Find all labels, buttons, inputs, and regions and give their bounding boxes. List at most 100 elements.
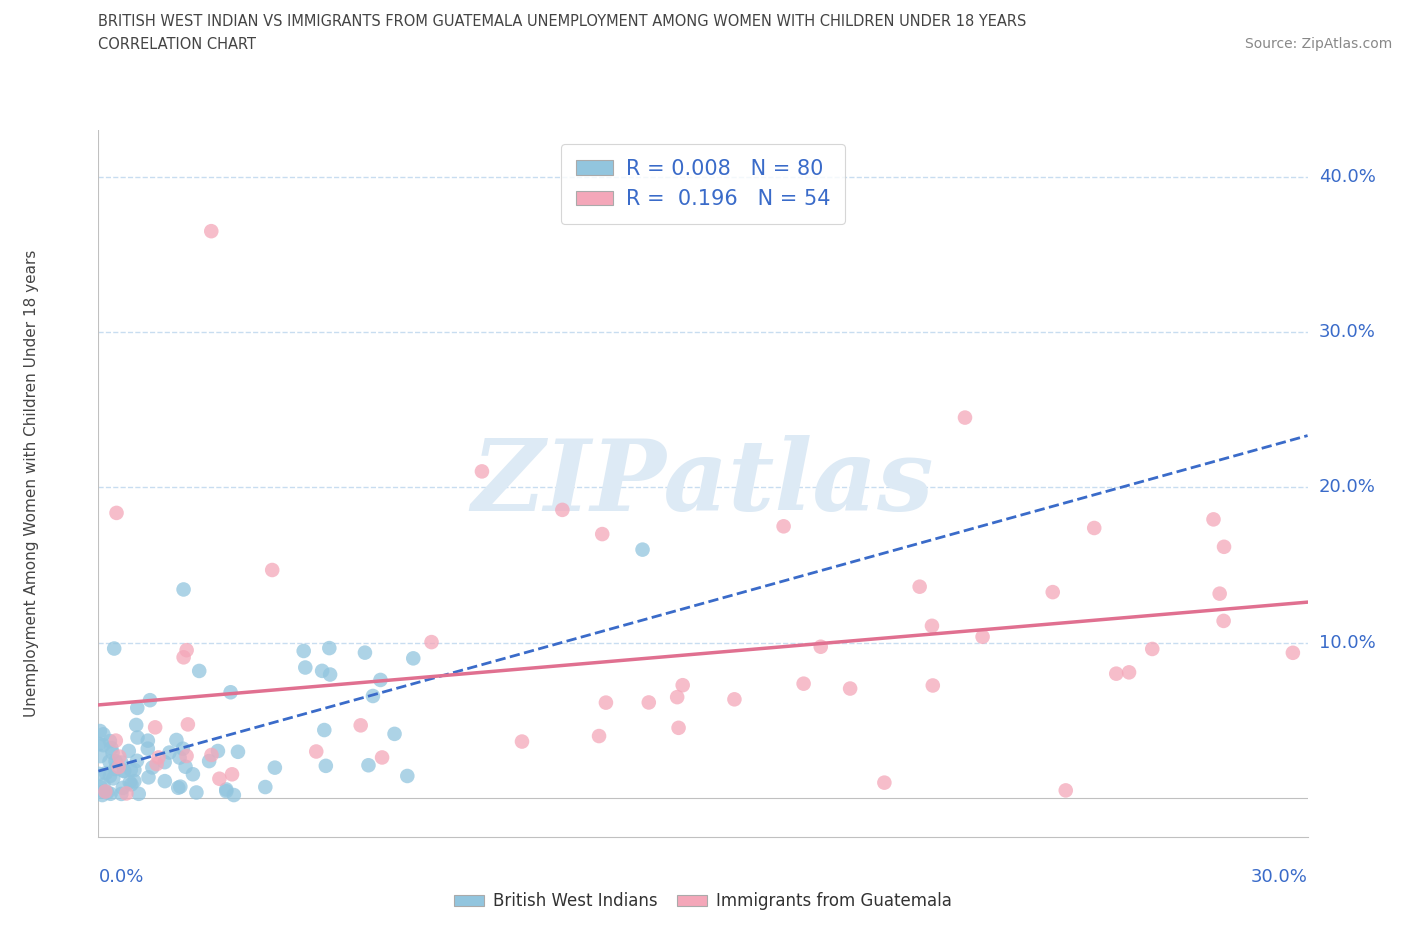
- Point: [176, 643, 198, 658]
- Point: [91, 784, 114, 799]
- Point: [588, 728, 610, 743]
- Point: [90, 780, 112, 795]
- Point: [215, 784, 238, 799]
- Point: [125, 718, 148, 733]
- Point: [94, 765, 117, 780]
- Point: [384, 726, 406, 741]
- Point: [93, 777, 115, 792]
- Point: [128, 787, 150, 802]
- Point: [100, 787, 122, 802]
- Point: [551, 502, 574, 517]
- Point: [921, 678, 943, 693]
- Text: 10.0%: 10.0%: [1319, 634, 1375, 652]
- Point: [208, 771, 231, 786]
- Point: [350, 718, 373, 733]
- Point: [1208, 586, 1230, 601]
- Point: [471, 464, 494, 479]
- Point: [1282, 645, 1305, 660]
- Point: [305, 744, 328, 759]
- Text: 0.0%: 0.0%: [98, 868, 143, 885]
- Point: [136, 741, 159, 756]
- Point: [101, 745, 124, 760]
- Point: [91, 788, 114, 803]
- Point: [93, 727, 115, 742]
- Point: [319, 667, 342, 682]
- Point: [510, 734, 533, 749]
- Point: [1083, 521, 1105, 536]
- Point: [153, 774, 176, 789]
- Point: [396, 768, 419, 783]
- Point: [873, 776, 896, 790]
- Point: [172, 741, 194, 756]
- Point: [120, 777, 142, 791]
- Legend: R = 0.008   N = 80, R =  0.196   N = 54: R = 0.008 N = 80, R = 0.196 N = 54: [561, 144, 845, 224]
- Point: [1212, 614, 1234, 629]
- Point: [357, 758, 380, 773]
- Point: [104, 762, 127, 777]
- Point: [371, 750, 394, 764]
- Point: [723, 692, 745, 707]
- Point: [111, 780, 134, 795]
- Point: [104, 733, 127, 748]
- Point: [186, 785, 208, 800]
- Point: [110, 755, 132, 770]
- Point: [124, 774, 146, 789]
- Point: [315, 759, 337, 774]
- Point: [177, 717, 200, 732]
- Point: [361, 688, 384, 703]
- Point: [1213, 539, 1236, 554]
- Point: [188, 663, 211, 678]
- Point: [772, 519, 794, 534]
- Point: [354, 645, 377, 660]
- Point: [200, 748, 222, 763]
- Point: [311, 663, 333, 678]
- Text: BRITISH WEST INDIAN VS IMMIGRANTS FROM GUATEMALA UNEMPLOYMENT AMONG WOMEN WITH C: BRITISH WEST INDIAN VS IMMIGRANTS FROM G…: [98, 14, 1026, 29]
- Point: [136, 733, 159, 748]
- Point: [370, 672, 392, 687]
- Point: [120, 763, 142, 777]
- Point: [139, 693, 162, 708]
- Point: [143, 720, 166, 735]
- Point: [314, 723, 336, 737]
- Point: [98, 754, 121, 769]
- Point: [145, 757, 167, 772]
- Point: [972, 630, 994, 644]
- Point: [105, 506, 128, 521]
- Point: [1118, 665, 1140, 680]
- Text: 40.0%: 40.0%: [1319, 167, 1375, 186]
- Point: [198, 753, 221, 768]
- Point: [1142, 642, 1164, 657]
- Point: [637, 695, 659, 710]
- Point: [112, 764, 135, 778]
- Point: [118, 743, 141, 758]
- Text: 30.0%: 30.0%: [1319, 323, 1375, 341]
- Point: [91, 737, 114, 752]
- Point: [215, 782, 238, 797]
- Point: [173, 582, 195, 597]
- Point: [1105, 666, 1128, 681]
- Point: [118, 775, 141, 790]
- Text: Unemployment Among Women with Children Under 18 years: Unemployment Among Women with Children U…: [24, 250, 39, 717]
- Point: [222, 788, 245, 803]
- Point: [263, 760, 285, 775]
- Point: [595, 695, 617, 710]
- Point: [125, 753, 148, 768]
- Point: [668, 721, 690, 736]
- Point: [226, 744, 249, 759]
- Point: [138, 770, 160, 785]
- Point: [908, 579, 931, 594]
- Point: [98, 768, 121, 783]
- Point: [672, 678, 695, 693]
- Point: [167, 780, 190, 795]
- Point: [1202, 512, 1225, 526]
- Point: [148, 750, 170, 764]
- Point: [921, 618, 943, 633]
- Point: [173, 650, 195, 665]
- Point: [104, 754, 127, 769]
- Point: [115, 786, 138, 801]
- Text: ZIPatlas: ZIPatlas: [472, 435, 934, 532]
- Point: [141, 760, 163, 775]
- Point: [127, 700, 149, 715]
- Point: [666, 690, 689, 705]
- Point: [207, 744, 229, 759]
